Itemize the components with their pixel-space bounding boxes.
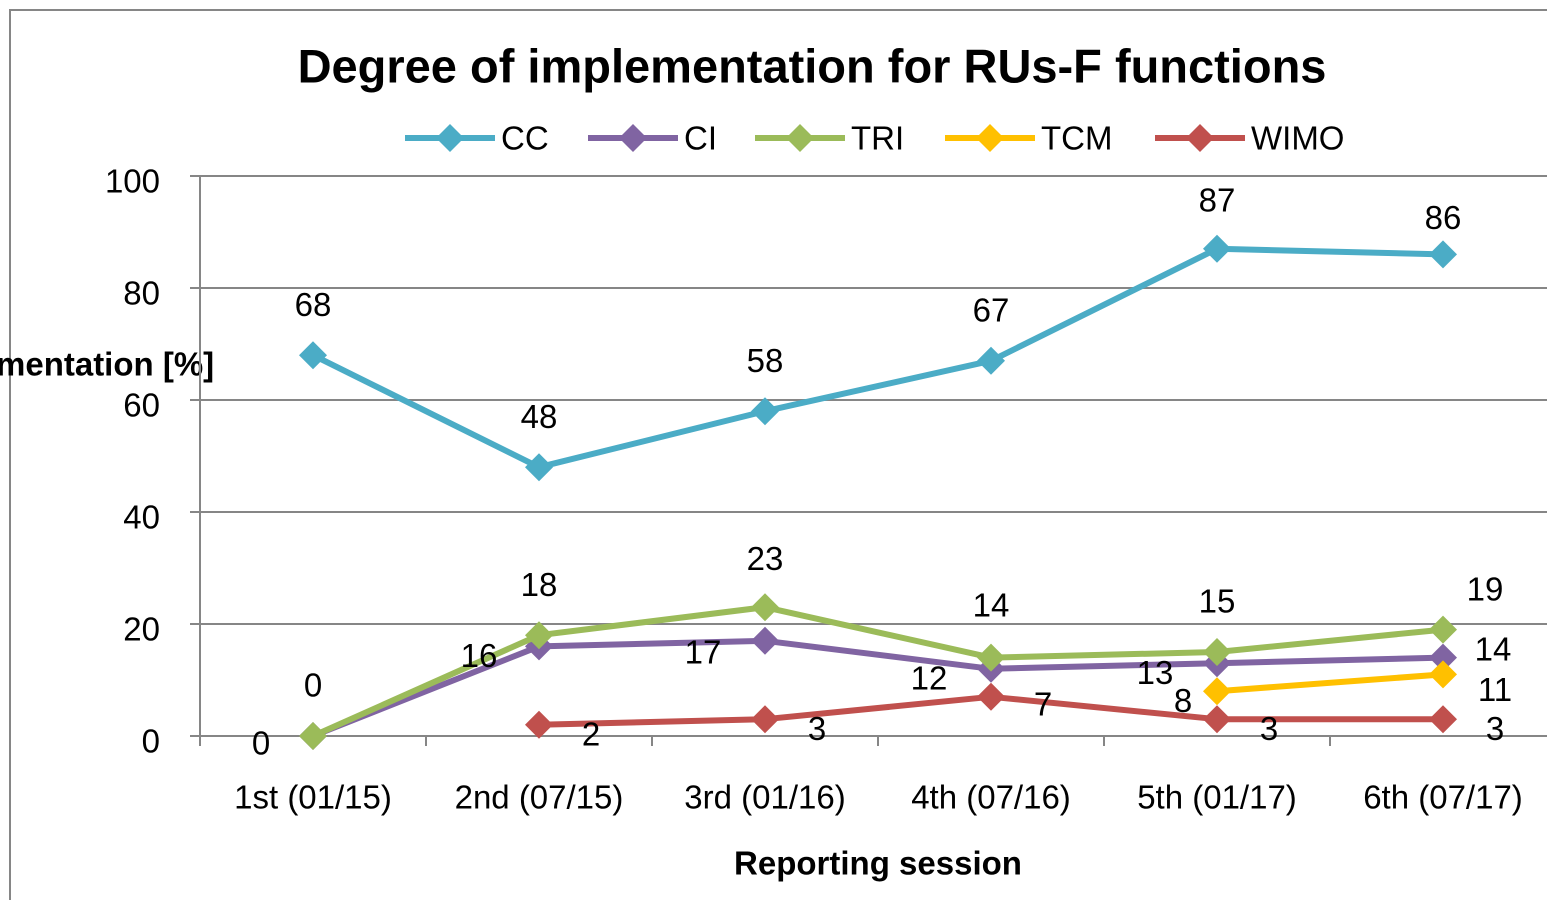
legend-marker	[619, 124, 647, 152]
series-line	[311, 245, 1444, 471]
x-tick-label: 1st (01/15)	[234, 779, 392, 816]
data-label: 68	[295, 286, 332, 323]
data-label: 14	[973, 586, 1010, 623]
data-label: 2	[582, 716, 600, 753]
x-tick-label: 5th (01/17)	[1137, 779, 1297, 816]
point-marker	[977, 346, 1005, 375]
point-marker	[1429, 705, 1457, 734]
point-marker	[1429, 615, 1457, 644]
data-label: 23	[747, 540, 784, 577]
series-line	[311, 637, 1444, 739]
y-tick-label: 0	[142, 723, 160, 760]
data-label: 7	[1034, 686, 1052, 723]
point-marker	[299, 722, 327, 750]
y-tick-label: 60	[123, 387, 160, 424]
data-label: 86	[1425, 199, 1462, 236]
point-marker	[1203, 234, 1231, 263]
data-label: 48	[521, 398, 558, 435]
legend-label: TCM	[1041, 120, 1112, 157]
data-label: 14	[1475, 630, 1512, 667]
series-line	[311, 604, 1444, 739]
data-label: 3	[808, 710, 826, 747]
y-axis-title: mentation [%]	[0, 346, 214, 383]
legend-marker	[1186, 124, 1214, 152]
point-marker	[299, 341, 327, 370]
point-marker	[751, 626, 779, 655]
point-marker	[751, 705, 779, 734]
point-marker	[1429, 643, 1457, 672]
y-tick-label: 80	[123, 275, 160, 312]
y-tick-label: 20	[123, 611, 160, 648]
y-tick-label: 40	[123, 499, 160, 536]
point-marker	[1203, 705, 1231, 734]
x-tick-label: 4th (07/16)	[911, 779, 1071, 816]
chart-title: Degree of implementation for RUs-F funct…	[298, 39, 1327, 92]
point-marker	[1429, 240, 1457, 269]
legend-marker	[976, 124, 1004, 152]
data-label: 12	[911, 660, 948, 697]
point-marker	[751, 593, 779, 622]
data-label: 0	[304, 667, 322, 704]
x-tick-label: 3rd (01/16)	[684, 779, 845, 816]
data-label: 3	[1486, 710, 1504, 747]
y-tick-label: 100	[105, 163, 160, 200]
point-marker	[1203, 638, 1231, 666]
data-label: 0	[252, 725, 270, 762]
legend-label: WIMO	[1251, 120, 1344, 157]
data-label: 3	[1260, 710, 1278, 747]
data-label: 11	[1478, 671, 1512, 708]
point-marker	[525, 453, 553, 482]
data-label: 58	[747, 342, 784, 379]
point-marker	[977, 643, 1005, 672]
series-line	[1216, 671, 1444, 695]
x-tick-label: 6th (07/17)	[1363, 779, 1523, 816]
point-marker	[1203, 677, 1231, 706]
point-marker	[525, 621, 553, 650]
data-label: 17	[685, 634, 722, 671]
point-marker	[1429, 660, 1457, 689]
legend-marker	[436, 124, 464, 152]
data-label: 18	[521, 566, 558, 603]
legend-label: TRI	[851, 120, 904, 157]
legend-marker	[786, 124, 814, 152]
data-label: 13	[1137, 654, 1174, 691]
data-label: 16	[461, 637, 498, 674]
data-label: 67	[973, 292, 1010, 329]
data-label: 8	[1174, 682, 1192, 719]
data-label: 87	[1199, 182, 1236, 219]
x-axis-title: Reporting session	[734, 845, 1022, 882]
point-marker	[751, 397, 779, 426]
legend-label: CI	[684, 120, 717, 157]
x-tick-label: 2nd (07/15)	[455, 779, 624, 816]
point-marker	[977, 682, 1005, 711]
point-marker	[525, 710, 553, 739]
legend-label: CC	[501, 120, 549, 157]
data-label: 19	[1467, 570, 1504, 607]
data-label: 15	[1199, 583, 1236, 620]
chart-frame	[9, 9, 1547, 900]
